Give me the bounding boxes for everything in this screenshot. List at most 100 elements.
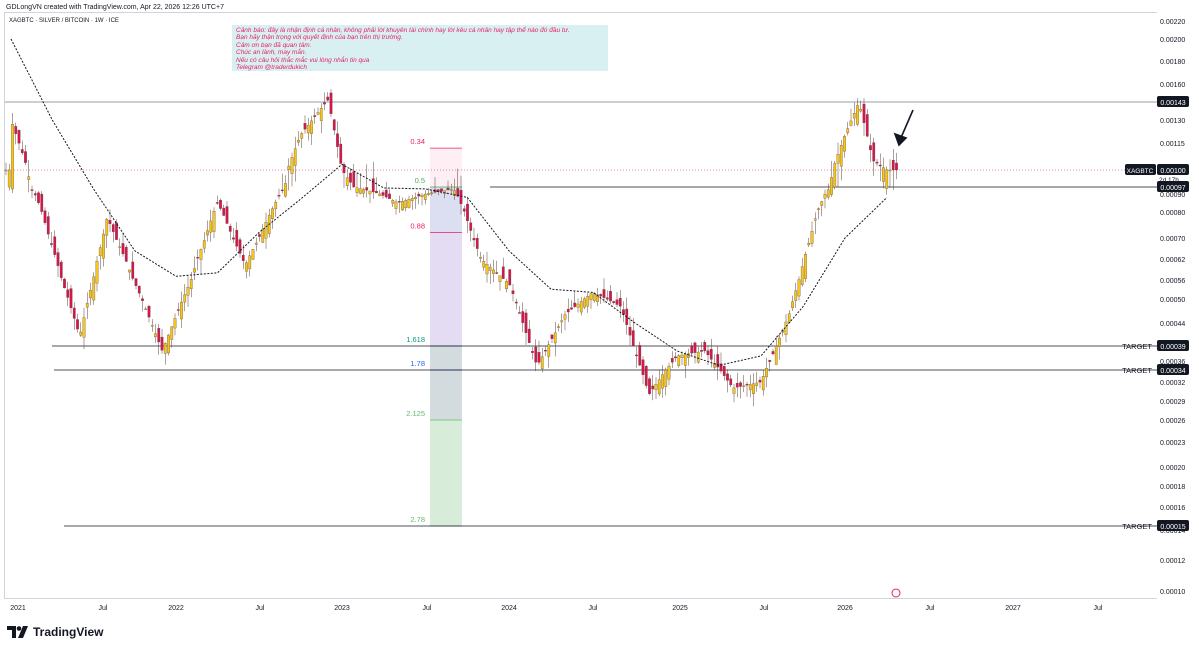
x-tick-label: 2024 [501,605,517,612]
candle-down [241,254,245,261]
candle-up [687,353,690,358]
candle-up [11,124,14,190]
candle-down [76,319,79,330]
candle-up [319,108,323,121]
candle-down [397,201,401,203]
candle-down [37,192,40,203]
y-tick-label: 0.00070 [1160,236,1185,243]
price-label-box [1157,164,1189,175]
price-label-box [1157,340,1189,351]
candle-down [537,352,541,363]
candle-down [313,115,317,117]
candle-up [173,318,177,329]
candle-up [680,354,684,359]
x-tick-label: 2025 [672,605,688,612]
candle-up [797,279,801,297]
candle-up [482,261,486,268]
candle-down [232,237,235,240]
y-tick-label: 0.00180 [1160,59,1185,66]
candle-up [563,314,567,320]
candle-down [384,189,388,198]
y-tick-label: 0.00016 [1160,505,1185,512]
candle-up [839,145,843,167]
candle-up [79,331,83,336]
price-labels: 0.00143 0.00100 2d 17h XAGBTC 0.00097 0.00039… [1122,96,1189,531]
candle-down [602,289,606,298]
candle-down [115,222,118,240]
candle-down [674,356,677,359]
candle-up [89,289,92,299]
candle-down [339,143,343,164]
x-tick-label: Jul [589,605,598,612]
candle-down [381,192,385,196]
candle-down [599,294,603,297]
price-label-value: 0.00100 [1160,168,1185,175]
candle-up [85,303,89,308]
candle-up [449,189,453,191]
candle-up [423,193,427,200]
candle-down [43,210,47,223]
candle-up [761,376,765,391]
candle-up [885,169,889,189]
candle-down [222,207,226,216]
brand-name: TradingView [33,625,104,639]
x-tick-label: 2021 [10,605,26,612]
candle-down [726,373,729,381]
candle-up [791,301,794,308]
candle-up [852,113,856,119]
candle-up [794,290,798,301]
candle-down [388,193,391,199]
candle-down [544,349,547,352]
candle-down [518,312,521,314]
y-tick-label: 0.00023 [1160,440,1185,447]
candle-down [459,190,463,204]
candle-up [163,343,167,354]
x-tick-label: Jul [1094,605,1103,612]
candle-down [514,301,518,304]
candle-down [745,384,749,386]
candle-down [768,360,772,362]
x-tick-label: Jul [760,605,769,612]
candle-up [586,296,590,307]
candle-up [254,242,258,245]
candle-up [667,365,671,380]
y-tick-label: 0.00220 [1160,19,1185,26]
candle-up [245,262,248,272]
candle-down [235,229,239,247]
candle-up [248,255,252,270]
candle-up [170,326,174,340]
candle-down [508,269,512,286]
note-line: Nếu có câu hỏi thắc mắc vui lòng nhắn ti… [236,56,370,64]
candle-up [553,332,557,344]
candle-up [654,384,658,390]
candle-up [154,333,157,338]
y-tick-label: 0.00012 [1160,558,1185,565]
candle-down [365,187,369,191]
candle-down [758,379,762,383]
candle-down [417,193,421,197]
candle-down [329,92,333,114]
target-label: TARGET [1122,522,1152,531]
candle-down [472,238,476,241]
tradingview-logo[interactable]: TradingView [7,625,103,639]
candle-down [72,307,76,319]
candle-up [180,301,183,320]
candle-down [323,102,326,105]
candle-down [670,358,674,363]
candle-up [804,254,807,279]
candle-down [475,237,479,249]
y-tick-label: 0.00010 [1160,589,1185,596]
candle-up [498,275,502,282]
candle-down [352,171,356,188]
candle-up [407,199,411,208]
candle-down [618,298,622,307]
fib-level-label: 0.34 [410,137,425,146]
candle-down [20,149,24,154]
candle-up [189,278,193,289]
candle-up [290,157,294,174]
ticker-box [1125,164,1156,175]
candle-up [752,383,755,395]
candle-down [605,297,609,300]
x-tick-label: 2022 [168,605,184,612]
